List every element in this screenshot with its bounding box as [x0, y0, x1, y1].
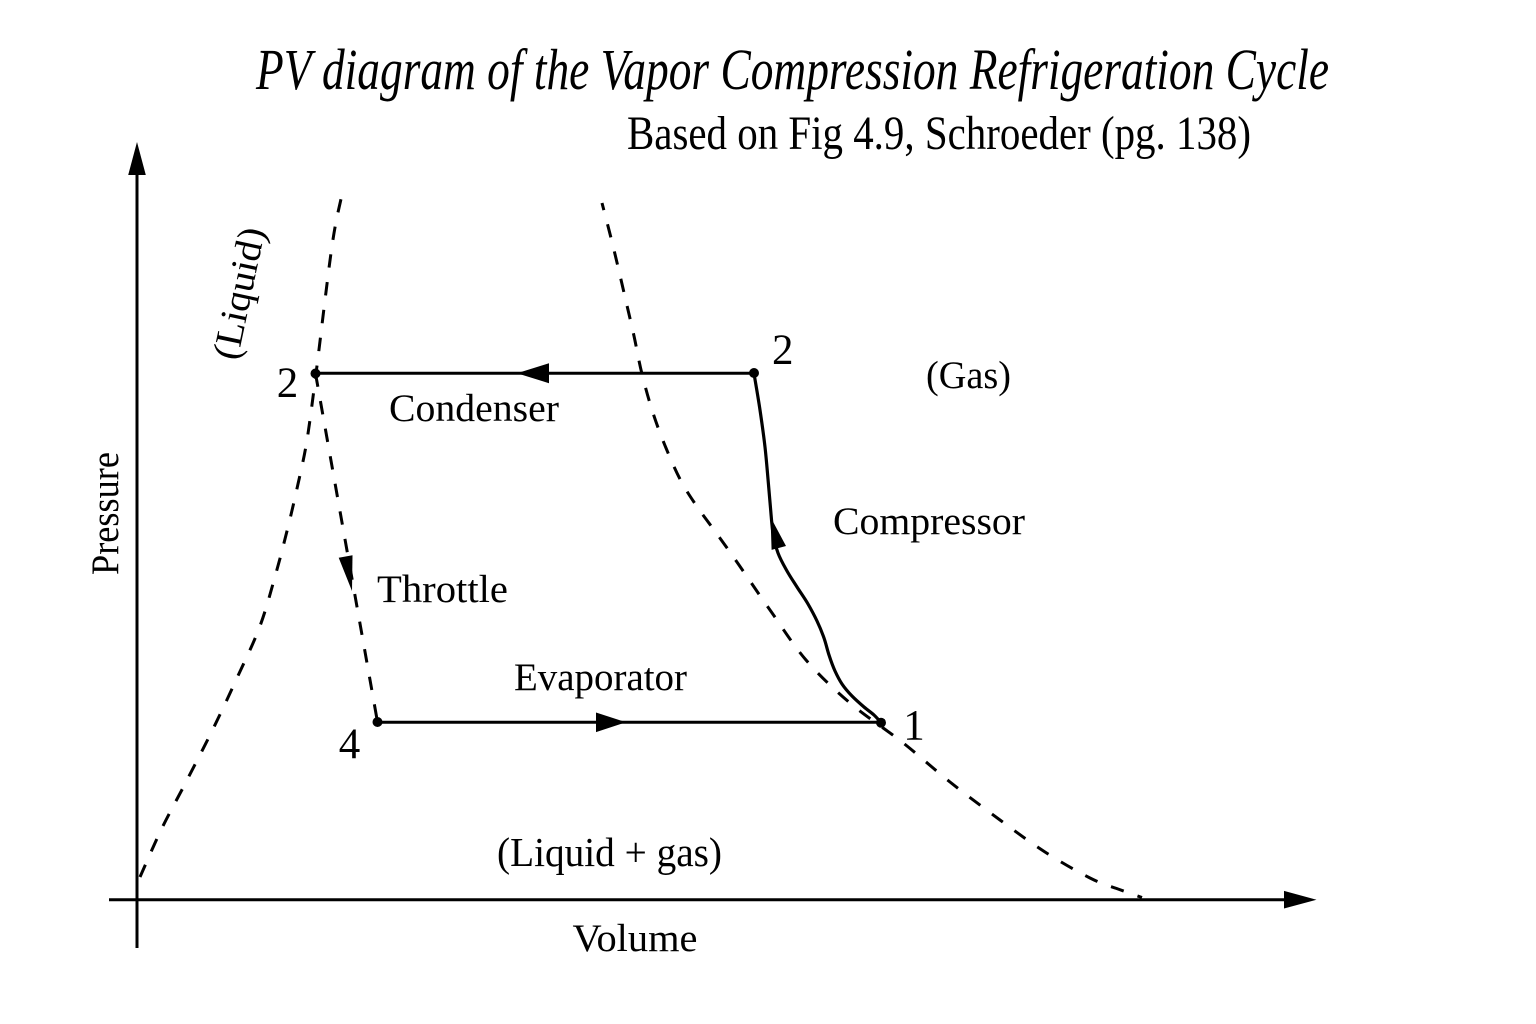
- svg-text:(Liquid): (Liquid): [205, 223, 274, 363]
- svg-text:Evaporator: Evaporator: [514, 656, 687, 699]
- svg-text:2: 2: [772, 327, 794, 374]
- svg-text:Throttle: Throttle: [377, 568, 508, 611]
- svg-text:Compressor: Compressor: [833, 500, 1025, 543]
- svg-text:Volume: Volume: [573, 917, 698, 960]
- svg-text:Condenser: Condenser: [389, 387, 559, 430]
- svg-text:PV diagram of the Vapor Compre: PV diagram of the Vapor Compression Refr…: [255, 37, 1329, 102]
- svg-text:4: 4: [339, 721, 361, 768]
- svg-text:(Liquid + gas): (Liquid + gas): [497, 829, 722, 875]
- svg-text:2: 2: [277, 360, 299, 407]
- svg-text:Pressure: Pressure: [84, 452, 127, 575]
- svg-text:(Gas): (Gas): [926, 354, 1011, 397]
- svg-text:Based on Fig 4.9, Schroeder (p: Based on Fig 4.9, Schroeder (pg. 138): [627, 107, 1251, 160]
- svg-text:1: 1: [903, 703, 925, 750]
